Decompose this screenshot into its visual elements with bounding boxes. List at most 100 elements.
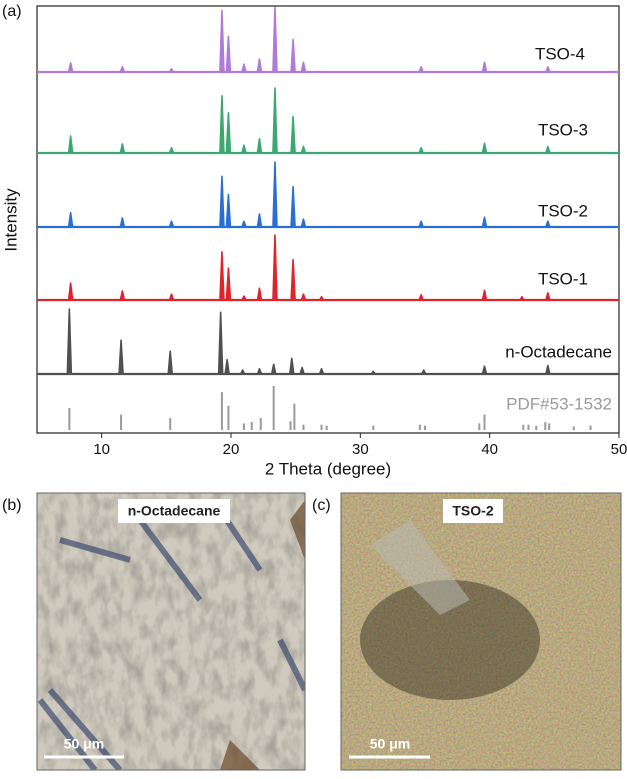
micrograph-c <box>341 493 621 770</box>
peak <box>481 365 488 375</box>
image-label: n-Octadecane <box>128 503 221 519</box>
peak <box>418 147 424 154</box>
peak <box>300 61 307 73</box>
peak <box>241 144 247 154</box>
peak <box>67 62 74 73</box>
peak <box>241 220 247 228</box>
crystal <box>370 520 470 615</box>
peak <box>119 66 126 73</box>
peak <box>67 211 74 228</box>
image-frame <box>36 492 306 771</box>
peak <box>219 251 225 301</box>
peak <box>219 95 225 154</box>
peak <box>239 369 246 375</box>
x-axis-label: 2 Theta (degree) <box>265 459 391 478</box>
peak <box>119 290 126 301</box>
peak <box>272 161 278 228</box>
peak <box>299 366 305 375</box>
peak <box>545 66 551 73</box>
peak <box>481 216 488 228</box>
peak <box>272 6 278 73</box>
peak <box>167 350 174 375</box>
panel-label: (a) <box>2 3 22 20</box>
image-texture <box>37 493 305 770</box>
series-label: TSO-3 <box>538 120 588 139</box>
peak <box>118 339 124 375</box>
peak <box>66 308 73 375</box>
peak <box>300 218 307 228</box>
peak <box>318 368 325 375</box>
peak <box>545 145 551 154</box>
peak <box>290 258 296 301</box>
peak <box>420 369 427 375</box>
x-tick-label: 10 <box>93 441 110 458</box>
series-label: TSO-1 <box>538 269 588 288</box>
series-label: n-Octadecane <box>505 342 612 361</box>
peak <box>119 143 126 154</box>
series-label: TSO-4 <box>535 44 585 63</box>
peak <box>225 193 232 228</box>
peak <box>481 61 488 73</box>
label-box <box>443 499 503 523</box>
micrograph-b <box>37 493 305 770</box>
peak <box>272 234 278 301</box>
peak <box>545 220 551 228</box>
x-tick-label: 40 <box>481 441 498 458</box>
x-tick-label: 20 <box>223 441 240 458</box>
peak <box>256 58 263 73</box>
peak <box>318 295 325 301</box>
peak <box>225 111 232 154</box>
peak <box>300 145 307 154</box>
peak <box>256 213 263 228</box>
peak <box>300 293 307 301</box>
peak <box>225 35 232 73</box>
peak <box>418 294 424 301</box>
peak <box>256 137 263 154</box>
series-label: TSO-2 <box>538 201 588 220</box>
peak <box>119 217 126 228</box>
peak <box>168 147 175 154</box>
peak <box>241 295 247 301</box>
image-frame <box>340 492 622 771</box>
peak <box>288 357 295 375</box>
peak <box>219 175 225 228</box>
x-tick-label: 30 <box>352 441 369 458</box>
peak <box>290 185 296 228</box>
image-label: TSO-2 <box>452 503 493 519</box>
peak <box>272 87 278 154</box>
panel-label: (c) <box>312 497 331 514</box>
y-axis-label: Intensity <box>1 188 20 252</box>
peak <box>168 67 175 73</box>
peak <box>168 293 175 301</box>
peak <box>67 135 74 154</box>
plot: 10 20 30 40 50 TSO-4 TSO-3 TSO-2 TSO-1 n-Octadeca… <box>37 6 627 458</box>
peak <box>224 358 230 375</box>
peak <box>519 295 525 301</box>
peak <box>370 370 376 375</box>
peak <box>241 63 247 73</box>
plot-frame <box>36 5 620 434</box>
scale-bar-label: 50 μm <box>64 736 104 752</box>
peak <box>481 142 488 154</box>
crystal <box>37 508 305 770</box>
crystal <box>220 500 305 770</box>
peak <box>545 292 551 301</box>
peak <box>481 289 488 301</box>
x-tick-label: 50 <box>611 441 627 458</box>
peak <box>256 287 263 301</box>
peak <box>290 115 296 154</box>
peak <box>270 363 277 375</box>
peak <box>545 364 551 375</box>
peak <box>67 282 74 301</box>
series-label: PDF#53-1532 <box>506 394 612 413</box>
peak <box>168 220 175 228</box>
peak <box>219 9 225 73</box>
dark-region <box>360 580 540 700</box>
label-box <box>118 499 230 523</box>
peak <box>418 220 424 228</box>
panel-label: (b) <box>2 497 22 514</box>
peak <box>217 311 224 375</box>
peak <box>290 38 296 73</box>
peak <box>225 267 232 301</box>
